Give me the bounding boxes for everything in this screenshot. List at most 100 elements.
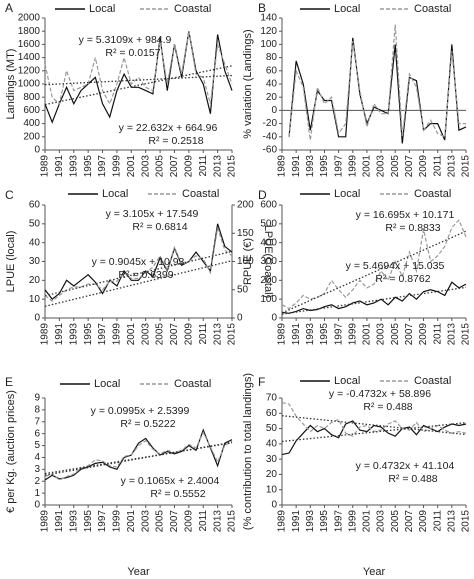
y-tick-label: 800 [23, 92, 40, 103]
x-tick-label: 1997 [97, 155, 108, 178]
y-tick-label: 1000 [18, 79, 41, 90]
y-tick-label: 1400 [18, 52, 41, 63]
x-tick-label: 1997 [97, 323, 108, 346]
y-tick-label: 1600 [18, 39, 41, 50]
x-tick-label: 2013 [212, 155, 223, 178]
x-tick-label: 2015 [461, 155, 472, 178]
y-tick-label: 9 [34, 393, 40, 404]
x-tick-label: 2007 [169, 155, 180, 178]
y-axis-label: LPUE (local) [5, 231, 17, 293]
y-tick-label: 60 [266, 408, 278, 419]
y-tick-label: 100 [260, 39, 277, 50]
x-tick-label: 2011 [432, 155, 443, 177]
y-tick-label: 0 [271, 313, 277, 324]
x-tick-label: 1989 [40, 155, 51, 178]
y-tick-label: 1800 [18, 26, 41, 37]
panel-letter: B [258, 1, 266, 15]
x-tick-label: 2007 [404, 155, 415, 178]
x-tick-label: 1993 [68, 155, 79, 178]
data-line [44, 431, 233, 481]
x-tick-label: 2013 [446, 510, 457, 533]
y-tick-label: 60 [29, 200, 41, 211]
y-tick-label: 500 [260, 218, 277, 229]
data-line [288, 37, 467, 144]
x-tick-label: 2005 [155, 155, 166, 178]
data-line [44, 428, 233, 481]
legend-label: Coastal [182, 188, 219, 200]
x-tick-label: 1991 [54, 155, 65, 178]
y2-tick-label: 0 [237, 313, 243, 324]
legend-label: Coastal [174, 3, 211, 15]
trend-r2: R² = 0.488 [388, 473, 437, 485]
x-tick-label: 1991 [54, 510, 65, 533]
x-axis-label: Year [127, 566, 150, 578]
panel-letter: A [5, 1, 13, 15]
trend-equation: y = 5.3109x + 984.9 [79, 34, 172, 46]
y-axis-label: % variation (Landings) [242, 29, 254, 138]
x-tick-label: 1991 [291, 510, 302, 533]
data-line [288, 24, 466, 141]
x-tick-label: 2009 [183, 155, 194, 178]
x-tick-label: 2003 [140, 510, 151, 533]
trend-equation: y = 3.105x + 17.549 [106, 208, 199, 220]
x-tick-label: 2011 [432, 323, 443, 345]
trend-line [44, 260, 233, 307]
trend-line [44, 250, 233, 297]
x-tick-label: 1995 [319, 510, 330, 533]
legend-label: Local [334, 375, 360, 387]
y-tick-label: 5 [34, 440, 40, 451]
x-tick-label: 2009 [183, 323, 194, 346]
x-tick-label: 1997 [97, 510, 108, 533]
x-tick-label: 2007 [404, 510, 415, 533]
legend-label: Coastal [414, 3, 451, 15]
x-tick-label: 2001 [126, 510, 137, 533]
trend-r2: R² = 0.5222 [120, 418, 175, 430]
y-tick-label: -40 [263, 131, 278, 142]
x-tick-label: 2015 [461, 323, 472, 346]
trend-r2: R² = 0.488 [363, 401, 412, 413]
x-tick-label: 2005 [390, 323, 401, 346]
y2-tick-label: 150 [237, 228, 254, 239]
data-line [281, 281, 467, 314]
x-tick-label: 2007 [169, 323, 180, 346]
y-tick-label: 80 [266, 52, 278, 63]
x-tick-label: 1995 [319, 323, 330, 346]
x-tick-label: 1989 [277, 155, 288, 178]
x-tick-label: 2009 [183, 510, 194, 533]
data-line [44, 227, 233, 302]
x-tick-label: 1997 [333, 510, 344, 533]
y-tick-label: 200 [23, 131, 40, 142]
x-tick-label: 1999 [347, 323, 358, 346]
trend-equation: y = 0.0995x + 2.5399 [91, 405, 190, 417]
x-tick-label: 1999 [347, 155, 358, 178]
y2-tick-label: 50 [237, 284, 249, 295]
y-tick-label: 0 [34, 145, 40, 156]
x-tick-label: 2003 [376, 155, 387, 178]
panel-letter: E [5, 375, 13, 389]
x-tick-label: 2015 [227, 510, 238, 533]
x-tick-label: 2005 [155, 510, 166, 533]
x-tick-label: 1991 [291, 323, 302, 346]
y2-axis-label: LPUE(Coastal) [262, 225, 274, 298]
x-tick-label: 2003 [376, 323, 387, 346]
trend-r2: R² = 0.0157 [105, 47, 160, 59]
x-tick-label: 1993 [305, 323, 316, 346]
trend-line [44, 65, 233, 106]
x-tick-label: 2011 [198, 323, 209, 345]
y-tick-label: 400 [23, 118, 40, 129]
data-line [281, 218, 467, 310]
x-tick-label: 1995 [83, 155, 94, 178]
x-tick-label: 2013 [212, 510, 223, 533]
data-line [281, 401, 467, 437]
trend-equation: y = 0.1065x + 2.4004 [121, 475, 220, 487]
x-tick-label: 2001 [362, 155, 373, 178]
trend-line [281, 286, 467, 315]
x-tick-label: 1993 [305, 155, 316, 178]
x-tick-label: 1989 [277, 323, 288, 346]
x-tick-label: 2013 [446, 155, 457, 178]
panel-letter: C [5, 188, 14, 202]
y-tick-label: 50 [29, 218, 41, 229]
x-tick-label: 1991 [291, 155, 302, 178]
trend-r2: R² = 0.6814 [132, 221, 187, 233]
